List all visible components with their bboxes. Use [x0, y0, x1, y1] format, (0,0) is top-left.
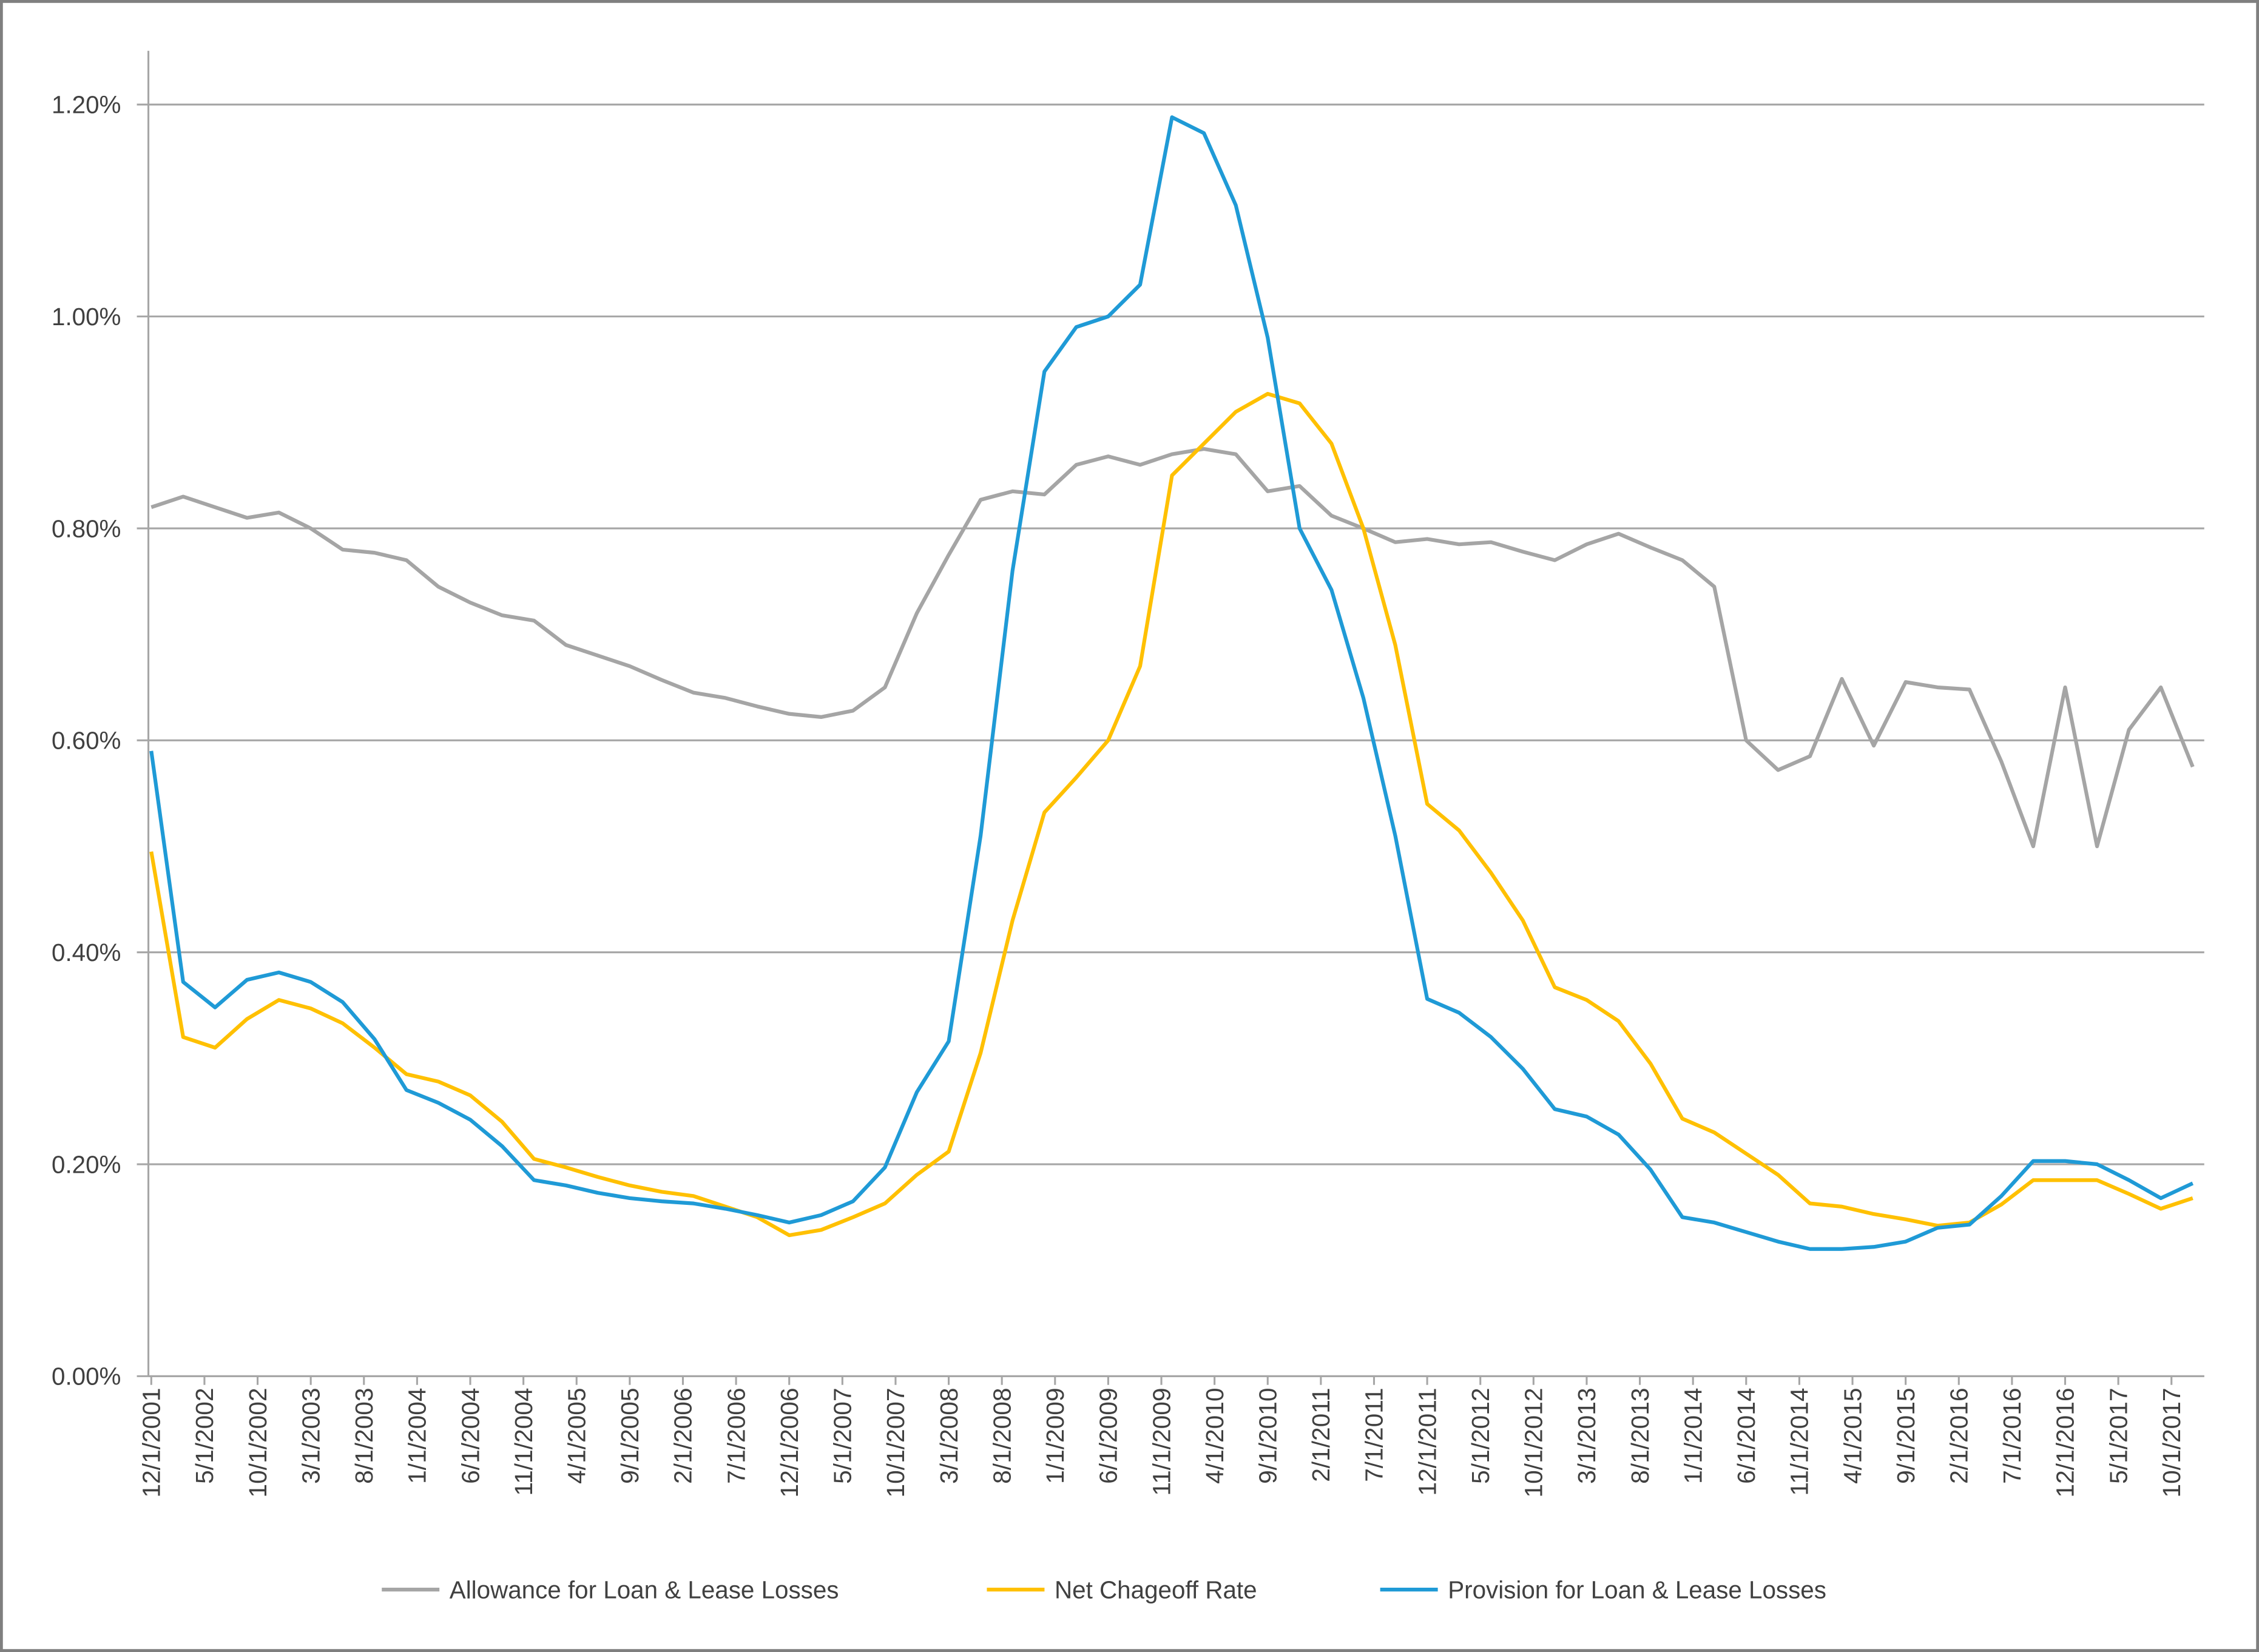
x-tick-label: 5/1/2007	[829, 1388, 857, 1484]
x-tick-label: 5/1/2017	[2105, 1388, 2133, 1484]
x-tick-label: 3/1/2003	[297, 1388, 325, 1484]
y-tick-label: 0.20%	[52, 1150, 121, 1178]
x-tick-label: 4/1/2015	[1839, 1388, 1866, 1484]
y-tick-label: 0.40%	[52, 939, 121, 966]
x-tick-label: 10/1/2012	[1520, 1388, 1548, 1498]
x-tick-label: 5/1/2012	[1467, 1388, 1494, 1484]
x-tick-label: 4/1/2010	[1201, 1388, 1229, 1484]
y-tick-label: 0.00%	[52, 1363, 121, 1391]
x-tick-label: 2/1/2016	[1945, 1388, 1973, 1484]
x-tick-label: 12/1/2001	[138, 1388, 166, 1498]
legend-label: Allowance for Loan & Lease Losses	[450, 1576, 839, 1603]
x-tick-label: 7/1/2006	[722, 1388, 750, 1484]
x-tick-label: 2/1/2006	[669, 1388, 697, 1484]
x-tick-label: 12/1/2011	[1413, 1388, 1441, 1496]
x-tick-label: 11/1/2009	[1147, 1388, 1175, 1496]
x-tick-label: 1/1/2004	[404, 1388, 431, 1484]
x-tick-label: 4/1/2005	[563, 1388, 591, 1484]
x-tick-label: 2/1/2011	[1307, 1388, 1335, 1482]
x-tick-label: 8/1/2003	[350, 1388, 378, 1484]
y-tick-label: 0.80%	[52, 514, 121, 542]
x-tick-label: 7/1/2011	[1360, 1388, 1388, 1482]
legend-label: Provision for Loan & Lease Losses	[1448, 1576, 1826, 1603]
x-tick-label: 12/1/2006	[775, 1388, 803, 1498]
y-tick-label: 1.20%	[52, 90, 121, 118]
y-tick-label: 1.00%	[52, 303, 121, 331]
x-tick-label: 9/1/2015	[1892, 1388, 1920, 1484]
y-tick-label: 0.60%	[52, 727, 121, 755]
x-tick-label: 8/1/2013	[1626, 1388, 1654, 1484]
x-tick-label: 10/1/2002	[244, 1388, 272, 1498]
x-tick-label: 6/1/2004	[456, 1388, 484, 1484]
x-tick-label: 3/1/2008	[935, 1388, 963, 1484]
x-tick-label: 1/1/2014	[1680, 1388, 1707, 1484]
x-tick-label: 5/1/2002	[191, 1388, 218, 1484]
series-line	[150, 447, 2195, 849]
x-tick-label: 8/1/2008	[988, 1388, 1016, 1484]
x-tick-label: 9/1/2010	[1254, 1388, 1282, 1484]
x-tick-label: 7/1/2016	[1998, 1388, 2026, 1484]
series-line	[149, 392, 2193, 1238]
x-tick-label: 10/1/2007	[882, 1388, 910, 1498]
x-tick-label: 11/1/2014	[1786, 1388, 1814, 1496]
x-tick-label: 11/1/2004	[510, 1388, 538, 1496]
x-tick-label: 6/1/2014	[1732, 1388, 1760, 1484]
x-tick-label: 6/1/2009	[1095, 1388, 1123, 1484]
x-tick-label: 10/1/2017	[2158, 1388, 2186, 1498]
x-tick-label: 9/1/2005	[616, 1388, 644, 1484]
legend-label: Net Chageoff Rate	[1055, 1576, 1257, 1603]
x-tick-label: 12/1/2016	[2051, 1388, 2079, 1498]
x-tick-label: 3/1/2013	[1573, 1388, 1601, 1484]
x-tick-label: 1/1/2009	[1041, 1388, 1069, 1484]
series-line	[149, 115, 2194, 1251]
